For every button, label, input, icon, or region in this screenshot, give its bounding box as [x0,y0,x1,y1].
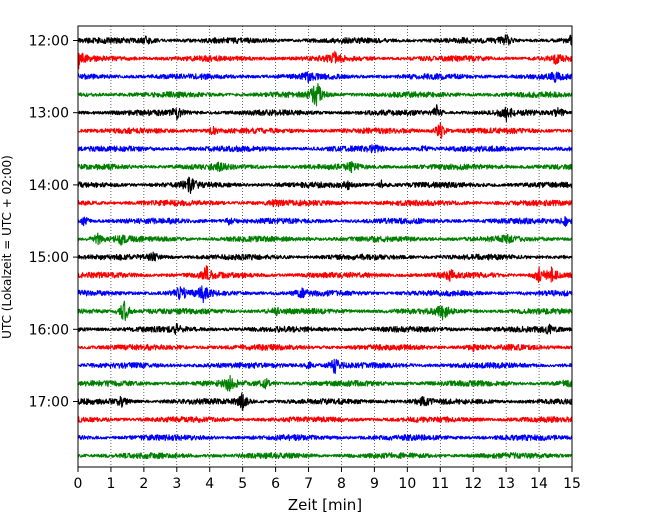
trace-1200 [77,34,573,46]
x-tick-label: 11 [431,476,449,492]
trace-1315 [77,121,573,140]
trace-1700 [77,392,573,411]
x-tick-label: 13 [497,476,515,492]
trace-1745 [77,452,573,460]
trace-1330 [77,144,573,154]
y-tick-label: 13:00 [29,106,69,122]
y-tick-label: 17:00 [29,395,69,411]
plot-background [78,26,572,467]
trace-1345 [77,160,573,174]
trace-1430 [77,216,573,227]
y-tick-label: 16:00 [29,322,69,338]
trace-1415 [77,198,573,208]
x-tick-label: 6 [271,476,280,492]
trace-1530 [77,285,573,304]
x-tick-label: 3 [172,476,181,492]
trace-1600 [77,322,573,335]
trace-1630 [77,358,573,375]
trace-1730 [77,434,573,442]
trace-group [77,34,573,460]
y-axis-label: UTC (Lokalzeit = UTC + 02:00) [0,155,14,339]
trace-1400 [77,176,573,195]
x-tick-label: 1 [106,476,115,492]
trace-1545 [77,300,573,322]
x-axis-label: Zeit [min] [288,496,362,514]
trace-1445 [77,232,573,246]
x-tick-label: 0 [74,476,83,492]
x-tick-label: 10 [398,476,416,492]
y-tick-label: 12:00 [29,34,69,50]
x-tick-label: 12 [464,476,482,492]
trace-1215 [77,50,573,70]
x-axis-ticks: 0 1 2 3 4 5 6 7 8 9 10 11 12 13 14 15 [74,467,581,492]
x-tick-label: 9 [370,476,379,492]
plot-frame [77,25,573,468]
y-tick-label: 14:00 [29,178,69,194]
x-tick-label: 7 [304,476,313,492]
trace-1715 [77,416,573,423]
trace-1300 [77,104,573,123]
x-tick-label: 4 [205,476,214,492]
x-tick-label: 5 [238,476,247,492]
y-axis-ticks: 12:00 13:00 14:00 15:00 16:00 17:00 [29,34,78,411]
trace-1245 [77,82,573,107]
x-tick-label: 14 [530,476,548,492]
trace-1645 [77,374,573,392]
trace-1615 [77,343,573,353]
trace-1230 [77,71,573,84]
y-tick-label: 15:00 [29,250,69,266]
x-tick-label: 2 [139,476,148,492]
x-tick-label: 15 [563,476,581,492]
x-tick-label: 8 [337,476,346,492]
trace-1500 [77,251,573,262]
trace-1515 [77,265,573,283]
